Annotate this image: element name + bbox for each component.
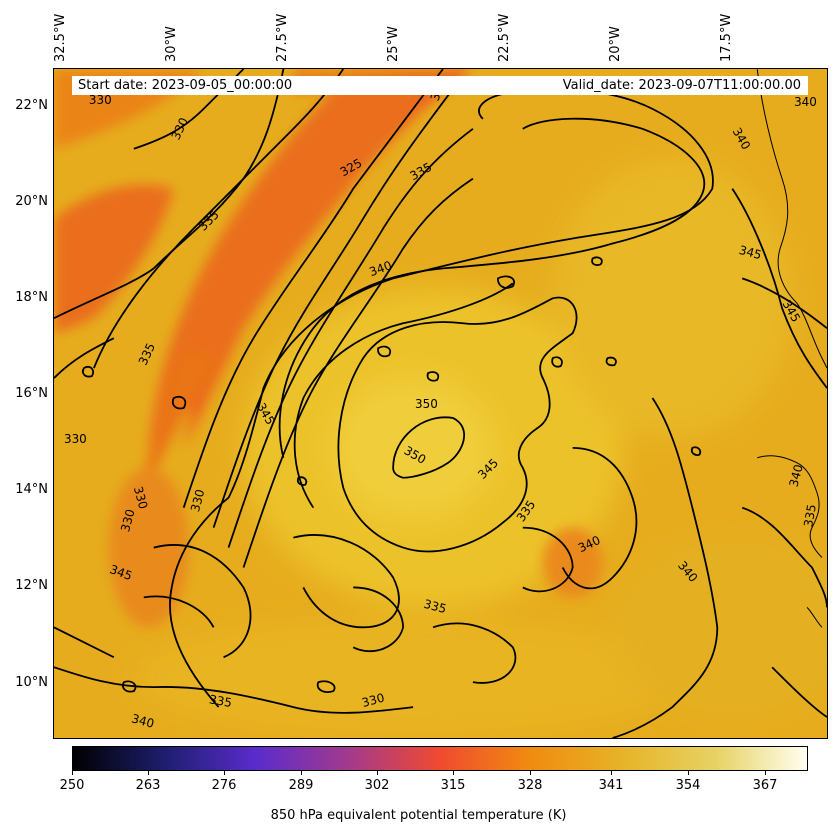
date-header: Start date: 2023-09-05_00:00:00 Valid_da…: [72, 76, 808, 95]
lat-label-14n: 14°N: [15, 482, 48, 497]
colorbar-tick-label: 328: [517, 778, 543, 793]
colorbar-tick-label: 250: [59, 778, 85, 793]
lon-label-17-5w: 17.5°W: [719, 13, 734, 62]
coastline: [756, 69, 827, 628]
colorbar-tick-label: 341: [598, 778, 624, 793]
colorbar-tick: [765, 771, 766, 775]
contour-label: 330: [64, 432, 87, 446]
contour-label: 345: [737, 243, 763, 262]
colorbar-tick-label: 354: [675, 778, 701, 793]
contour-label: 340: [130, 711, 156, 730]
colorbar-tick-label: 367: [752, 778, 778, 793]
colorbar-tick-label: 302: [364, 778, 390, 793]
colorbar-tick: [301, 771, 302, 775]
lat-label-20n: 20°N: [15, 194, 48, 209]
contour-label: 340: [794, 95, 817, 109]
start-date-label: Start date: 2023-09-05_00:00:00: [78, 78, 293, 93]
contour-label: 330: [118, 508, 137, 534]
colorbar-tick: [377, 771, 378, 775]
contour-label: 330: [188, 488, 207, 514]
contour-label: 350: [415, 397, 438, 411]
lat-label-22n: 22°N: [15, 98, 48, 113]
colorbar-tick-label: 289: [288, 778, 314, 793]
lon-label-20w: 20°W: [608, 26, 623, 62]
map-svg: 330 335 325 335 330 340 345 345 335 335 …: [54, 69, 827, 738]
lon-label-25w: 25°W: [386, 26, 401, 62]
lat-label-16n: 16°N: [15, 386, 48, 401]
contour-lines: [54, 69, 827, 738]
colorbar-tick: [72, 771, 73, 775]
colorbar-tick-label: 315: [440, 778, 466, 793]
contour-label: 335: [208, 692, 233, 710]
colorbar-tick: [611, 771, 612, 775]
contour-label: 335: [422, 597, 448, 616]
lon-label-30w: 30°W: [164, 26, 179, 62]
colorbar-tick: [224, 771, 225, 775]
contour-label: 330: [131, 485, 150, 511]
contour-label: 330: [89, 93, 112, 107]
contour-label: 335: [801, 503, 819, 528]
contour-label: 340: [786, 463, 805, 489]
contour-label: 330: [360, 691, 386, 710]
valid-date-label: Valid_date: 2023-09-07T11:00:00.00: [562, 78, 801, 93]
colorbar-tick: [688, 771, 689, 775]
colorbar-title: 850 hPa equivalent potential temperature…: [270, 808, 567, 823]
lon-label-22-5w: 22.5°W: [497, 13, 512, 62]
lat-label-12n: 12°N: [15, 578, 48, 593]
map-plot-area[interactable]: 330 335 325 335 330 340 345 345 335 335 …: [53, 68, 828, 739]
colorbar-tick: [453, 771, 454, 775]
lat-label-10n: 10°N: [15, 675, 48, 690]
colorbar-tick-label: 263: [135, 778, 161, 793]
colorbar-tick-label: 276: [211, 778, 237, 793]
lon-label-32-5w: 32.5°W: [53, 13, 68, 62]
colorbar-tick: [148, 771, 149, 775]
lat-label-18n: 18°N: [15, 290, 48, 305]
colorbar: [72, 746, 808, 771]
lon-label-27-5w: 27.5°W: [275, 13, 290, 62]
colorbar-tick: [530, 771, 531, 775]
